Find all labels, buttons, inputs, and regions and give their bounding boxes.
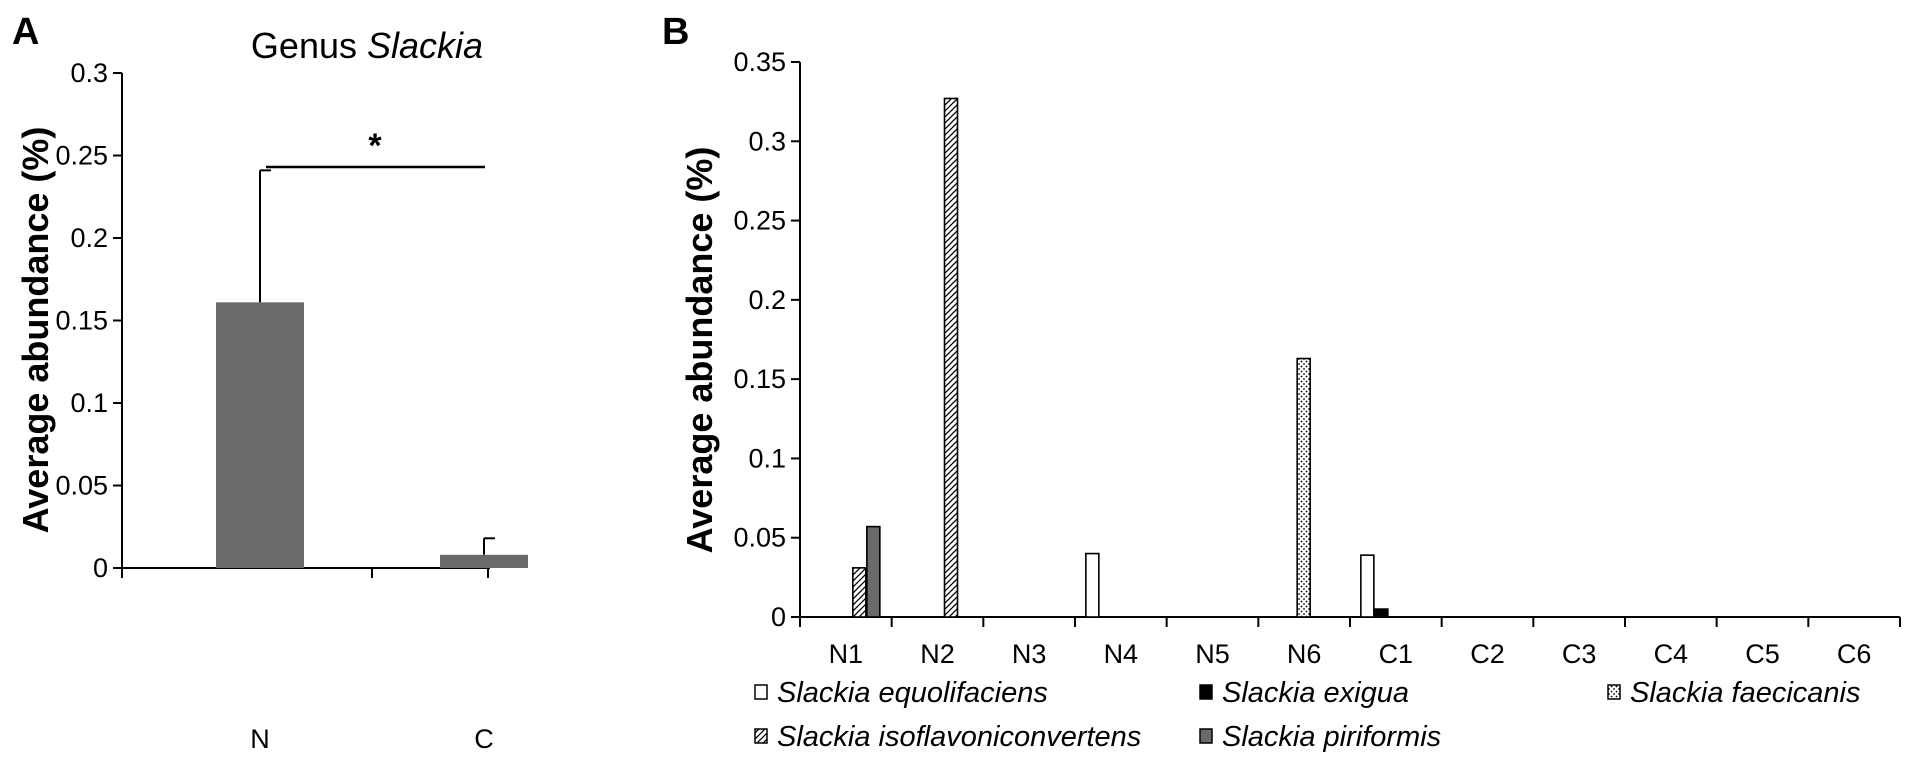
panel-a-bar-N [216,302,304,568]
panel-b-x-tick-label: N1 [829,639,864,669]
panel-a-y-tick-label: 0.15 [55,306,108,336]
panel-a-title-italic: Slackia [367,25,483,66]
panel-b-y-tick-label: 0.1 [748,443,786,473]
panel-b-legend-label: Slackia piriformis [1222,721,1441,753]
panel-a-y-tick-label: 0 [93,553,108,583]
panel-b-y-tick-label: 0.2 [748,285,786,315]
panel-b-legend-label: Slackia exigua [1222,677,1409,709]
panel-b-letter: B [662,11,689,53]
panel-b-y-tick-label: 0.15 [733,364,786,394]
panel-b-chart: Average abundance (%) 0 0.05 0.1 0.15 0.2 0.2… [679,47,1901,753]
panel-a-y-tick-label: 0.2 [70,223,108,253]
panel-b-legend-swatch [754,728,768,744]
panel-a-y-tick-label: 0.05 [55,471,108,501]
panel-b-legend: Slackia equolifaciens Slackia exigua Slack… [754,677,1861,753]
panel-a-significance-marker: * [368,127,382,165]
panel-a-bar-C [440,554,528,568]
panel-b-bar-N4-slackia-equolifaciens [1085,552,1100,618]
panel-b-legend-label: Slackia isoflavoniconvertens [777,721,1141,753]
panel-b-legend-swatch [1199,684,1213,700]
panel-a-title: Genus Slackia [251,25,483,66]
panel-a-letter: A [12,11,39,53]
panel-b-y-tick-label: 0 [771,602,786,632]
panel-a-x-tick-label: N [250,724,270,754]
panel-b-x-tick-label: C5 [1745,639,1780,669]
panel-b-legend-label: Slackia faecicanis [1630,677,1861,709]
panel-b-bar-C1-slackia-equolifaciens [1360,554,1375,618]
panel-a-title-prefix: Genus [251,25,367,66]
panel-b-x-tick-label: N6 [1287,639,1322,669]
panel-b-legend-swatch [754,684,768,700]
panel-b-y-tick-label: 0.3 [748,126,786,156]
panel-b-legend-label: Slackia equolifaciens [777,677,1048,709]
panel-b-bar-C1-slackia-exigua [1374,608,1389,618]
panel-a-chart: Genus Slackia Average abundance (%) 0 0.0… [15,25,528,754]
panel-b-x-tick-label: C6 [1837,639,1872,669]
panel-b-x-tick-label: C1 [1379,639,1414,669]
panel-b-bar-N1-slackia-isoflavoniconvertens [852,567,867,618]
panel-a-y-axis-label: Average abundance (%) [15,127,56,534]
panel-b-legend-swatch [1199,728,1213,744]
panel-b-x-tick-label: N3 [1012,639,1047,669]
panel-b-bar-N1-slackia-piriformis [866,525,881,618]
panel-b-x-tick-label: N5 [1195,639,1230,669]
panel-a-y-tick-label: 0.3 [70,58,108,88]
panel-b-legend-swatch [1607,684,1621,700]
panel-b-x-tick-label: N4 [1104,639,1139,669]
panel-b-x-tick-label: C2 [1470,639,1505,669]
panel-b-x-tick-label: C4 [1654,639,1689,669]
panel-a-y-tick-label: 0.1 [70,388,108,418]
panel-b-x-tick-label: N2 [920,639,955,669]
panel-b-bar-N2-slackia-isoflavoniconvertens [943,97,959,618]
panel-b-bar-N6-slackia-faecicanis [1296,357,1311,618]
panel-a-x-tick-label: C [474,724,494,754]
panel-b-x-tick-label: C3 [1562,639,1597,669]
panel-b-y-axis-label: Average abundance (%) [679,147,720,554]
panel-b-y-tick-label: 0.05 [733,523,786,553]
panel-b-y-tick-label: 0.25 [733,206,786,236]
panel-a-y-tick-label: 0.25 [55,141,108,171]
panel-b-y-tick-label: 0.35 [733,47,786,77]
